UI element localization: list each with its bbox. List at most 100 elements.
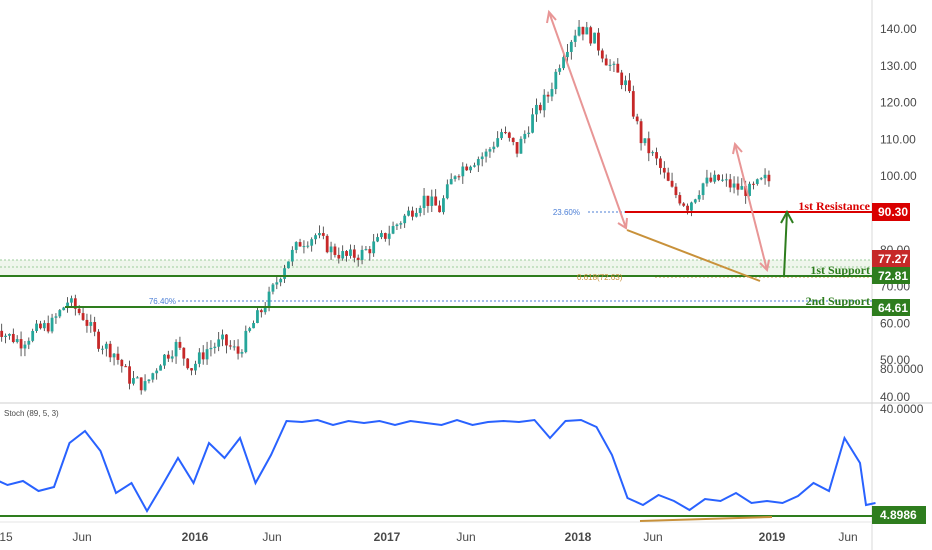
candle-body [721,179,724,181]
candle-body [356,257,360,260]
candle-body [325,235,329,253]
candle-body [128,366,131,384]
candle-body [655,152,658,159]
candle-body [484,151,488,157]
candle-body [465,166,469,171]
candle-body [418,208,422,213]
stoch-axis-ticks: 80.0000 40.0000 [880,362,924,416]
candle-body [73,298,77,309]
down-arrow-2-head [759,259,770,273]
candle-body [604,58,608,66]
candle-body [89,322,93,326]
candle-body [116,353,120,360]
support-zone [0,260,872,276]
candle-body [755,179,759,184]
candlestick-series [0,20,771,395]
candle-body [426,195,430,206]
time-tick-label: 2018 [565,530,592,544]
candle-body [535,104,538,115]
candle-body [221,334,224,340]
candle-body [27,340,31,345]
candle-body [686,205,689,211]
candle-body [93,322,97,332]
candle-body [298,242,302,247]
candle-body [620,72,624,86]
candle-body [767,174,771,182]
candle-body [643,138,647,144]
candle-body [585,27,589,35]
candle-body [290,249,294,262]
price-trendline [626,229,761,282]
candle-body [252,322,255,329]
candle-body [728,179,732,188]
support2-price-value: 64.61 [878,301,908,315]
candle-body [236,346,240,354]
candle-body [155,370,159,374]
time-tick-label: 15 [0,530,13,544]
candle-body [197,352,201,364]
time-tick-label: 2016 [182,530,209,544]
candle-body [473,165,476,167]
candle-body [744,186,748,196]
candle-body [480,156,484,160]
candle-body [445,184,449,199]
up-arrow-head [780,209,794,224]
time-tick-label: Jun [643,530,662,544]
down-arrow-1-head [617,217,628,230]
candle-body [314,235,317,240]
candle-body [232,346,236,348]
candle-body [228,345,232,347]
price-tick-label: 140.00 [880,22,917,36]
candle-body [163,354,166,366]
candle-body [476,159,480,166]
down-arrow-2-head-top [732,141,743,155]
candle-body [449,179,453,185]
stoch-value: 4.8986 [880,508,917,522]
candle-body [8,333,11,336]
candle-body [759,178,763,180]
time-tick-label: 2019 [759,530,786,544]
candle-body [438,205,441,213]
candle-body [271,284,275,292]
candle-body [674,186,678,196]
candle-body [647,138,651,154]
candle-body [380,233,383,238]
candle-body [422,195,426,209]
candle-body [763,174,767,179]
candle-body [135,377,139,379]
time-tick-label: Jun [262,530,281,544]
candle-body [562,57,565,69]
candle-body [554,71,558,90]
candle-body [662,167,666,173]
candle-body [31,330,35,341]
candle-body [39,323,42,329]
second-support-label: 2nd Support [806,294,870,308]
down-arrow-1-head-top [546,9,557,24]
candle-body [112,353,116,358]
candle-body [139,377,143,391]
stoch-line [0,418,876,514]
candle-body [143,381,147,391]
candle-body [531,114,534,133]
candle-body [492,146,496,150]
candle-body [349,249,352,256]
candle-body [101,348,104,350]
candle-body [333,246,337,255]
price-tick-label: 50.00 [880,353,910,367]
candle-body [318,233,321,236]
stoch-tick-label: 40.0000 [880,402,924,416]
current-price-tag [872,250,910,267]
price-tick-label: 120.00 [880,96,917,110]
resistance-price-value: 90.30 [878,205,908,219]
fib-618-label: 0.618(72.63) [577,273,623,282]
candle-body [659,158,662,168]
candle-body [209,347,213,350]
candle-body [244,330,248,353]
candle-body [174,341,178,357]
candle-body [360,249,364,260]
candle-body [256,310,259,323]
candle-body [701,183,705,196]
candle-body [240,352,244,354]
candle-body [387,233,391,239]
candle-body [190,368,193,371]
